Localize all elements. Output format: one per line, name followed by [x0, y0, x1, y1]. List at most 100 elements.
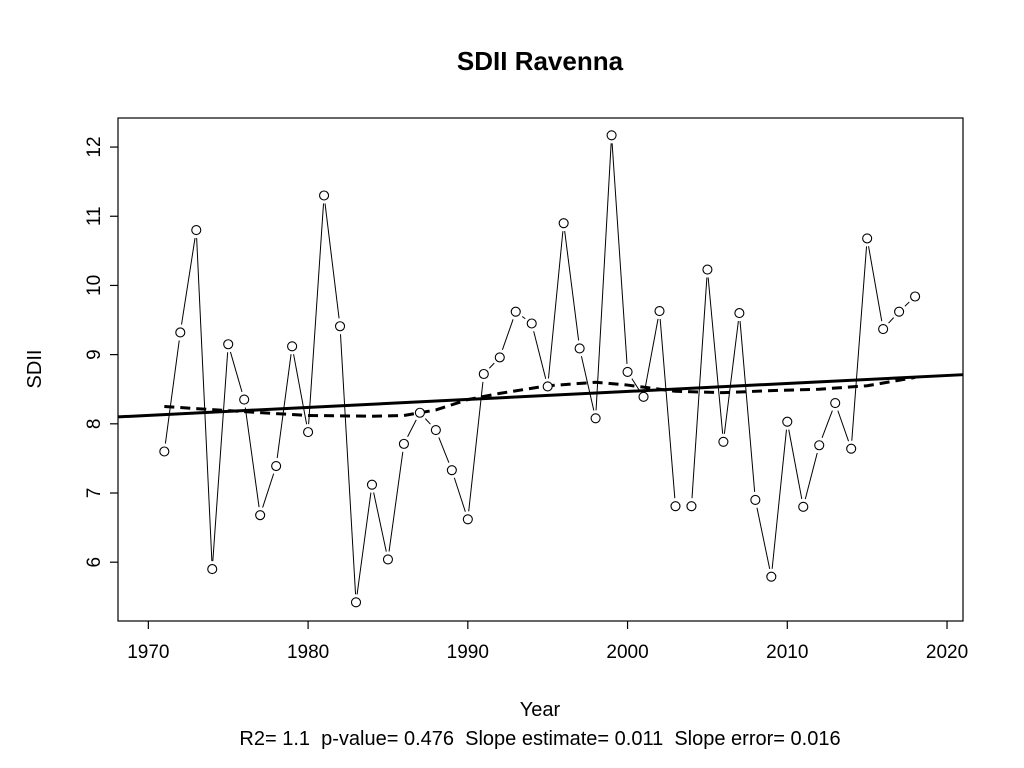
plot-area [117, 130, 964, 608]
series-segment [723, 320, 739, 434]
x-tick-label: 2000 [606, 642, 648, 663]
series-segment [595, 143, 612, 411]
data-point [590, 413, 601, 424]
data-point [255, 510, 266, 521]
series-segment [164, 340, 180, 444]
data-point [862, 233, 873, 244]
data-point [526, 318, 537, 329]
data-point [734, 308, 745, 319]
data-point [622, 366, 633, 377]
data-point [510, 306, 521, 317]
data-point [159, 446, 170, 457]
data-point [766, 571, 777, 582]
series-segment [453, 477, 466, 512]
data-point [654, 305, 665, 317]
series-segment [804, 452, 818, 500]
series-segment [533, 331, 547, 379]
series-segment [788, 429, 803, 500]
x-tick-label: 1980 [287, 642, 329, 663]
series-segment [212, 352, 229, 562]
x-axis: 1970 1980 1990 2000 2010 2020 [127, 621, 968, 663]
y-tick-label: 11 [84, 206, 105, 226]
data-point [910, 291, 921, 302]
series-segment [756, 507, 771, 569]
series-segment [521, 316, 526, 320]
y-tick-label: 7 [84, 488, 105, 499]
x-tick-label: 1970 [127, 642, 169, 663]
data-point [303, 427, 314, 438]
series-segment [438, 437, 450, 463]
x-tick-label: 2010 [766, 642, 808, 663]
y-tick-label: 12 [84, 136, 105, 157]
series-segment [707, 277, 724, 434]
y-tick-label: 6 [84, 557, 105, 568]
series-segment [181, 237, 196, 325]
data-point [638, 391, 649, 402]
x-tick-label: 2020 [926, 642, 968, 663]
data-point [718, 436, 729, 447]
series-segment [611, 143, 628, 364]
series-segment [821, 410, 833, 438]
series-segment [293, 354, 308, 425]
series-segment [837, 410, 850, 442]
series-segment [659, 318, 676, 499]
data-point [175, 327, 186, 338]
data-point [750, 494, 761, 505]
data-point [462, 514, 473, 525]
data-point [574, 343, 585, 354]
stats-footnote: R2= 1.1 p-value= 0.476 Slope estimate= 0… [239, 728, 840, 750]
series-segment [564, 231, 580, 341]
data-point [398, 438, 409, 449]
data-point [287, 341, 298, 352]
series-segment [868, 246, 883, 322]
series-segment [196, 238, 213, 562]
series-segment [324, 203, 340, 319]
data-point [350, 597, 362, 608]
data-point [414, 407, 425, 418]
series-segment [339, 334, 357, 595]
data-point [446, 465, 457, 476]
series-segment [501, 319, 514, 351]
series-segment [644, 318, 659, 390]
trend-line [117, 373, 964, 419]
series-segment [407, 419, 417, 437]
data-point [430, 424, 441, 436]
y-axis: 6 7 8 9 10 11 12 [84, 136, 118, 567]
series-segment [388, 451, 404, 552]
data-point [878, 323, 889, 335]
plot-frame [117, 117, 964, 622]
series-segment [308, 203, 325, 425]
data-point [191, 225, 202, 236]
series-segment [356, 492, 372, 595]
series-segment [547, 231, 564, 379]
data-point [542, 381, 553, 392]
data-point [670, 501, 681, 512]
series-segment [488, 362, 495, 369]
data-point [271, 460, 282, 472]
data-point [239, 394, 250, 405]
data-point [494, 352, 505, 363]
data-point [606, 130, 617, 141]
data-point [334, 321, 346, 332]
series-segment [276, 354, 292, 459]
y-tick-label: 10 [84, 275, 105, 296]
series-segment [424, 418, 431, 425]
data-point [478, 368, 489, 380]
data-point [366, 479, 378, 490]
series-segment [631, 378, 640, 391]
series-segment [580, 356, 595, 411]
series-segment [244, 407, 260, 508]
data-point [207, 564, 218, 575]
data-point [686, 501, 697, 512]
y-axis-label: SDII [24, 350, 46, 389]
data-point [558, 218, 569, 229]
series-segment [904, 301, 910, 307]
x-axis-label: Year [520, 699, 561, 721]
series-segment [739, 321, 756, 492]
series-segment [262, 473, 275, 508]
series-segment [468, 381, 484, 512]
y-tick-label: 8 [84, 419, 105, 430]
data-point [702, 264, 713, 275]
data-point [894, 306, 905, 317]
